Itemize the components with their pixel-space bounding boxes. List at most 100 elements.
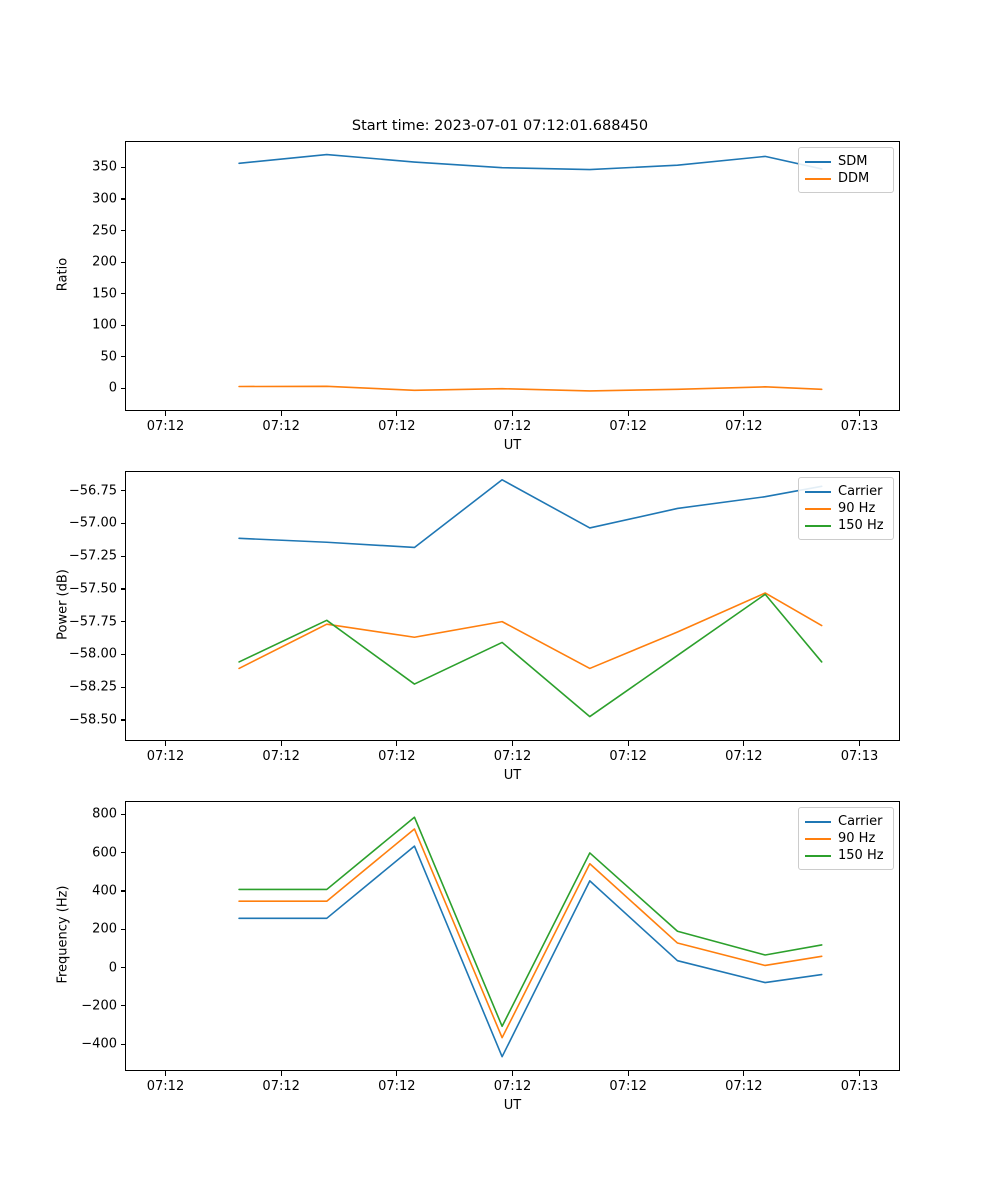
xtick-mark <box>164 741 167 746</box>
ytick-mark <box>120 356 125 358</box>
ytick-mark <box>120 967 125 969</box>
yaxis-label-1: Ratio <box>55 257 71 292</box>
ytick-mark <box>120 1043 125 1045</box>
xtick-mark <box>164 411 167 416</box>
ytick-mark <box>120 890 125 892</box>
legend-label: 90 Hz <box>838 501 876 516</box>
legend-label: 150 Hz <box>838 848 884 863</box>
xtick-mark <box>396 411 398 416</box>
ytick-mark <box>120 852 125 854</box>
xtick-mark <box>280 741 282 746</box>
legend-swatch-icon <box>805 854 831 857</box>
series-line-ddm <box>238 385 823 392</box>
ytick-label: −57.50 <box>68 581 117 597</box>
xtick-label: 07:12 <box>146 1079 185 1094</box>
legend-1[interactable]: SDM DDM <box>798 147 894 193</box>
ytick-label: −57.75 <box>68 614 117 630</box>
xtick-mark <box>627 411 629 416</box>
legend-item-150-hz[interactable]: 150 Hz <box>805 517 887 534</box>
legend-item-carrier[interactable]: Carrier <box>805 483 887 500</box>
ytick-mark <box>120 261 125 263</box>
xtick-label: 07:12 <box>493 419 532 434</box>
legend-item-90-hz[interactable]: 90 Hz <box>805 500 887 517</box>
xtick-mark <box>396 1071 398 1076</box>
xtick-mark <box>511 1071 514 1076</box>
ytick-mark <box>120 387 125 389</box>
ytick-label: 250 <box>92 223 117 239</box>
ytick-label: −400 <box>81 1036 117 1052</box>
ytick-mark <box>120 588 125 590</box>
legend-swatch-icon <box>805 177 831 180</box>
ytick-mark <box>120 1005 125 1007</box>
ytick-label: 400 <box>92 883 117 899</box>
subplot-1 <box>125 141 900 411</box>
ytick-label: −57.00 <box>68 515 117 531</box>
ytick-label: 50 <box>100 349 117 365</box>
xtick-mark <box>743 411 745 416</box>
legend-item-sdm[interactable]: SDM <box>805 153 887 170</box>
legend-3[interactable]: Carrier 90 Hz 150 Hz <box>798 807 894 870</box>
legend-label: DDM <box>838 171 870 186</box>
ytick-mark <box>120 324 125 326</box>
xtick-label: 07:12 <box>493 1079 532 1094</box>
xtick-mark <box>743 741 745 746</box>
yaxis-label-3: Frequency (Hz) <box>55 885 71 984</box>
legend-item-150-hz[interactable]: 150 Hz <box>805 847 887 864</box>
xtick-label: 07:12 <box>146 419 185 434</box>
xtick-mark <box>280 411 282 416</box>
yaxis-label-2: Power (dB) <box>55 569 71 640</box>
ytick-label: −58.00 <box>68 646 117 662</box>
xaxis-label-2: UT <box>503 768 522 783</box>
ytick-mark <box>120 653 125 656</box>
ytick-label: −58.25 <box>68 679 117 695</box>
legend-swatch-icon <box>805 507 831 510</box>
legend-label: 150 Hz <box>838 518 884 533</box>
legend-item-90-hz[interactable]: 90 Hz <box>805 830 887 847</box>
xtick-mark <box>858 1071 861 1076</box>
ytick-label: −200 <box>81 998 117 1014</box>
xaxis-label-3: UT <box>503 1098 522 1113</box>
ytick-mark <box>120 719 125 721</box>
ytick-label: −56.75 <box>68 483 117 499</box>
xtick-label: 07:12 <box>609 749 647 764</box>
ytick-label: 800 <box>92 806 117 822</box>
ytick-mark <box>120 230 125 232</box>
legend-item-carrier[interactable]: Carrier <box>805 813 887 830</box>
ytick-mark <box>120 198 125 200</box>
ytick-label: 600 <box>92 845 117 861</box>
xtick-label: 07:13 <box>840 419 879 434</box>
ytick-mark <box>120 490 125 492</box>
xtick-label: 07:12 <box>146 749 185 764</box>
subplot-2 <box>125 471 900 741</box>
legend-label: SDM <box>838 154 868 169</box>
series-line-90-hz <box>238 828 823 1039</box>
ytick-label: −58.50 <box>68 712 117 728</box>
plot-area-3 <box>238 816 823 1058</box>
legend-label: Carrier <box>838 484 883 499</box>
ytick-mark <box>120 522 125 524</box>
ytick-mark <box>120 166 125 169</box>
xtick-label: 07:12 <box>725 749 763 764</box>
series-line-150-hz <box>238 816 823 1028</box>
ytick-label: 150 <box>92 286 117 302</box>
ytick-mark <box>120 928 125 930</box>
series-line-carrier <box>238 479 823 549</box>
ytick-mark <box>120 686 125 688</box>
xtick-mark <box>858 411 861 416</box>
xtick-label: 07:13 <box>840 749 879 764</box>
xtick-mark <box>511 741 514 746</box>
xtick-label: 07:12 <box>262 749 300 764</box>
xtick-label: 07:12 <box>378 749 416 764</box>
legend-swatch-icon <box>805 160 831 163</box>
ytick-label: 0 <box>108 380 117 396</box>
series-line-90-hz <box>238 592 823 670</box>
series-line-sdm <box>238 153 823 171</box>
ytick-mark <box>120 555 125 557</box>
legend-2[interactable]: Carrier 90 Hz 150 Hz <box>798 477 894 540</box>
xtick-mark <box>280 1071 282 1076</box>
legend-item-ddm[interactable]: DDM <box>805 170 887 187</box>
xtick-label: 07:12 <box>609 1079 647 1094</box>
ytick-mark <box>120 621 125 623</box>
plot-area-1 <box>238 153 823 392</box>
legend-swatch-icon <box>805 837 831 840</box>
